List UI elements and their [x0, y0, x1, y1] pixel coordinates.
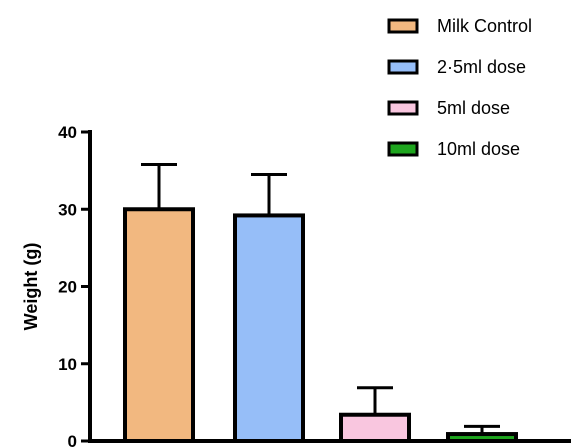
legend-label: 10ml dose — [437, 139, 520, 159]
y-tick-label: 20 — [58, 278, 77, 297]
legend-swatch — [387, 100, 419, 116]
bar — [123, 207, 195, 443]
bar — [233, 213, 305, 443]
legend-label: Milk Control — [437, 16, 532, 36]
y-axis-title: Weight (g) — [21, 243, 41, 331]
bar — [339, 412, 411, 443]
legend-swatch — [387, 18, 419, 34]
y-tick-label: 10 — [58, 355, 77, 374]
y-tick-label: 30 — [58, 200, 77, 219]
legend-swatch — [387, 141, 419, 157]
y-tick-label: 0 — [68, 432, 77, 447]
legend-swatch — [387, 59, 419, 75]
legend-label: 5ml dose — [437, 98, 510, 118]
bars-group — [123, 162, 518, 443]
legend: Milk Control 2·5ml dose 5ml dose 10ml dose — [387, 16, 532, 159]
y-tick-label: 40 — [58, 123, 77, 142]
y-ticks: 0 10 20 30 40 — [58, 123, 90, 447]
legend-label: 2·5ml dose — [437, 57, 526, 77]
